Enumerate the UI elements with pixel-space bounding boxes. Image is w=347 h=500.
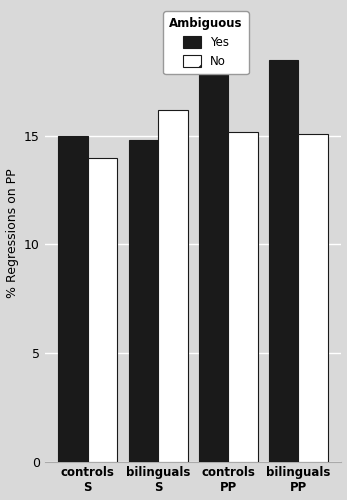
Legend: Yes, No: Yes, No (163, 12, 249, 74)
Bar (158, 110, 187, 462)
Bar (199, 38, 228, 462)
Bar (269, 60, 298, 462)
Y-axis label: % Regressions on PP: % Regressions on PP (6, 169, 18, 298)
Bar (228, 132, 258, 462)
Bar (298, 134, 328, 462)
Bar (128, 140, 158, 462)
Bar (58, 136, 88, 462)
Bar (88, 158, 117, 462)
